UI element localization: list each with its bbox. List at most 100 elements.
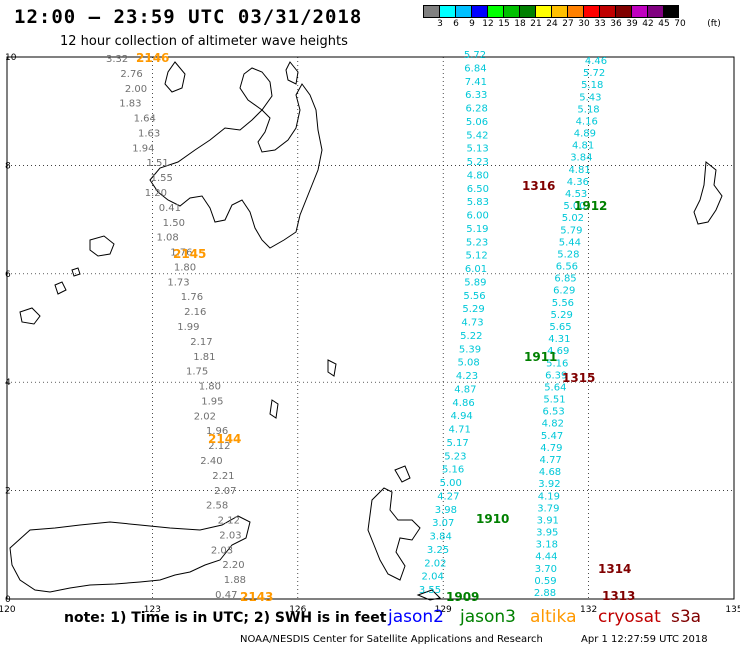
wave-height-label: 5.56 xyxy=(552,298,574,309)
lat-tick-label: 2 xyxy=(5,487,11,497)
wave-height-label: 5.72 xyxy=(583,68,605,79)
legend-label: 18 xyxy=(514,19,526,29)
coastline-sulu-2 xyxy=(54,281,67,295)
coastline-bukidnon-east xyxy=(239,67,273,111)
wave-height-label: 5.39 xyxy=(459,344,481,355)
units-note: note: 1) Time is in UTC; 2) SWH is in fe… xyxy=(64,610,387,626)
map-frame xyxy=(6,56,735,600)
lat-tick-label: 8 xyxy=(5,161,11,171)
satellite-altika: altika xyxy=(530,607,577,627)
wave-height-label: 6.29 xyxy=(553,286,575,297)
coastlines xyxy=(9,61,723,601)
coastline-talaud xyxy=(327,359,337,377)
legend-swatch xyxy=(567,5,583,18)
wave-height-label: 1.76 xyxy=(181,292,203,303)
legend-swatch xyxy=(439,5,455,18)
legend-label: 3 xyxy=(437,19,443,29)
wave-height-label: 5.08 xyxy=(457,358,479,369)
wave-height-label: 5.65 xyxy=(549,322,571,333)
pass-time-label: 2144 xyxy=(208,432,241,446)
coastline-sulu-1 xyxy=(19,307,41,325)
lat-tick-label: 10 xyxy=(5,53,17,63)
wave-height-label: 3.70 xyxy=(535,564,557,575)
wave-height-label: 5.13 xyxy=(466,144,488,155)
wave-height-label: 1.83 xyxy=(119,99,141,110)
wave-height-label: 5.18 xyxy=(577,104,599,115)
wave-height-label: 1.63 xyxy=(138,128,160,139)
wave-height-label: 6.56 xyxy=(556,262,578,273)
wave-height-label: 6.28 xyxy=(466,104,488,115)
wave-height-label: 1.96 xyxy=(206,426,228,437)
wave-height-label: 2.40 xyxy=(200,456,222,467)
wave-height-label: 2.76 xyxy=(120,69,142,80)
graticule xyxy=(7,57,734,599)
wave-height-label: 5.12 xyxy=(465,251,487,262)
wave-height-label: 6.33 xyxy=(465,90,487,101)
wave-height-label: 3.92 xyxy=(538,479,560,490)
wave-height-label: 6.84 xyxy=(464,63,486,74)
wave-height-label: 2.04 xyxy=(422,572,444,583)
wave-height-label: 4.86 xyxy=(452,398,474,409)
satellite-cryosat: cryosat xyxy=(598,607,661,627)
coastline-obi xyxy=(416,589,442,601)
legend-swatch xyxy=(487,5,503,18)
wave-height-label: 3.95 xyxy=(536,528,558,539)
wave-height-label: 5.47 xyxy=(541,431,563,442)
coastline-sulu-3 xyxy=(71,267,81,277)
pass-time-label: 1910 xyxy=(476,512,509,526)
footer-timestamp: Apr 1 12:27:59 UTC 2018 xyxy=(581,634,708,645)
wave-height-label: 4.81 xyxy=(568,165,590,176)
wave-height-label: 1.88 xyxy=(224,575,246,586)
legend-label: 33 xyxy=(594,19,606,29)
wave-height-label: 3.84 xyxy=(570,153,592,164)
wave-height-label: 5.02 xyxy=(562,213,584,224)
wave-height-label: 4.36 xyxy=(567,177,589,188)
wave-height-label: 7.41 xyxy=(465,77,487,88)
lat-tick-label: 0 xyxy=(5,595,11,605)
lat-tick-label: 6 xyxy=(5,270,11,280)
legend-label: 21 xyxy=(530,19,542,29)
wave-height-label: 2.16 xyxy=(184,307,206,318)
wave-height-label: 5.06 xyxy=(466,117,488,128)
wave-height-label: 0.41 xyxy=(159,203,181,214)
wave-height-label: 2.88 xyxy=(534,588,556,599)
coastline-basilan xyxy=(89,235,115,257)
wave-height-label: 5.83 xyxy=(467,197,489,208)
wave-height-label: 4.73 xyxy=(461,318,483,329)
wave-height-label: 5.28 xyxy=(557,249,579,260)
pass-time-label: 2145 xyxy=(173,247,206,261)
wave-height-label: 1.80 xyxy=(174,262,196,273)
wave-height-label: 2.21 xyxy=(212,471,234,482)
wave-height-label: 1.81 xyxy=(193,352,215,363)
wave-height-label: 3.84 xyxy=(430,532,452,543)
lon-tick-label: 132 xyxy=(580,605,597,615)
wave-height-label: 2.17 xyxy=(190,337,212,348)
legend-label: 6 xyxy=(453,19,459,29)
wave-height-label: 5.23 xyxy=(466,237,488,248)
coastline-sangihe xyxy=(269,399,279,419)
wave-height-label: 6.53 xyxy=(542,407,564,418)
wave-height-label: 4.44 xyxy=(535,552,557,563)
satellite-jason3: jason3 xyxy=(460,607,516,627)
pass-time-label: 1315 xyxy=(562,371,595,385)
wave-height-label: 5.29 xyxy=(462,304,484,315)
wave-height-label: 2.58 xyxy=(206,501,228,512)
wave-height-label: 1.20 xyxy=(145,188,167,199)
wave-height-label: 4.82 xyxy=(542,419,564,430)
wave-height-label: 2.07 xyxy=(214,486,236,497)
wave-height-label: 1.76 xyxy=(170,248,192,259)
wave-height-label: 4.68 xyxy=(539,467,561,478)
legend-label: 42 xyxy=(642,19,654,29)
wave-height-label: 5.16 xyxy=(546,358,568,369)
wave-height-label: 5.89 xyxy=(464,277,486,288)
pass-time-label: 1313 xyxy=(602,589,635,603)
wave-height-label: 6.85 xyxy=(554,274,576,285)
wave-height-label: 2.12 xyxy=(218,516,240,527)
pass-time-label: 1912 xyxy=(574,199,607,213)
wave-height-label: 5.29 xyxy=(551,310,573,321)
pass-time-label: 2143 xyxy=(240,590,273,604)
wave-height-label: 5.18 xyxy=(581,80,603,91)
legend-swatch xyxy=(535,5,551,18)
wave-height-label: 6.00 xyxy=(467,211,489,222)
